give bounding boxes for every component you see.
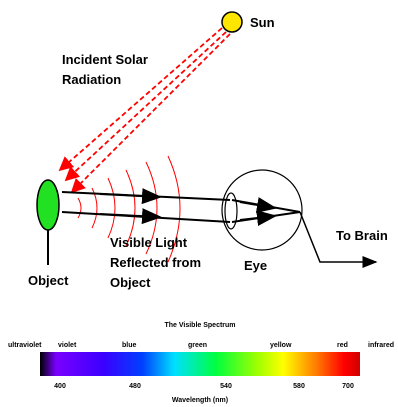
color-label: ultraviolet [8, 342, 42, 349]
spectrum-title: The Visible Spectrum [164, 322, 235, 329]
lens [225, 193, 237, 229]
color-label: infrared [368, 342, 394, 349]
spectrum-bar [40, 352, 360, 376]
brain-label: To Brain [336, 228, 388, 243]
sun [222, 12, 242, 32]
color-labels: ultraviolet violet blue green yellow red… [8, 342, 394, 349]
wavelength-labels: 400 480 540 580 700 [54, 383, 354, 390]
diagram: Sun Incident Solar Radiation Object To B… [0, 0, 398, 407]
color-label: red [337, 342, 348, 349]
wavelength-label: 700 [342, 383, 354, 390]
eye-label: Eye [244, 258, 267, 273]
incident-label: Radiation [62, 72, 121, 87]
wavelength-label: 580 [293, 383, 305, 390]
object [37, 180, 59, 230]
sun-label: Sun [250, 15, 275, 30]
color-label: green [188, 342, 207, 349]
reflected-label: Object [110, 275, 151, 290]
wavelength-label: 400 [54, 383, 66, 390]
color-label: yellow [270, 342, 292, 349]
light-rays [62, 192, 300, 222]
axis-label: Wavelength (nm) [172, 397, 228, 404]
color-label: violet [58, 342, 77, 349]
wavelength-label: 480 [129, 383, 141, 390]
incident-label: Incident Solar [62, 52, 148, 67]
reflected-label: Reflected from [110, 255, 201, 270]
color-label: blue [122, 342, 136, 349]
object-label: Object [28, 273, 69, 288]
reflected-label: Visible Light [110, 235, 188, 250]
wavelength-label: 540 [220, 383, 232, 390]
